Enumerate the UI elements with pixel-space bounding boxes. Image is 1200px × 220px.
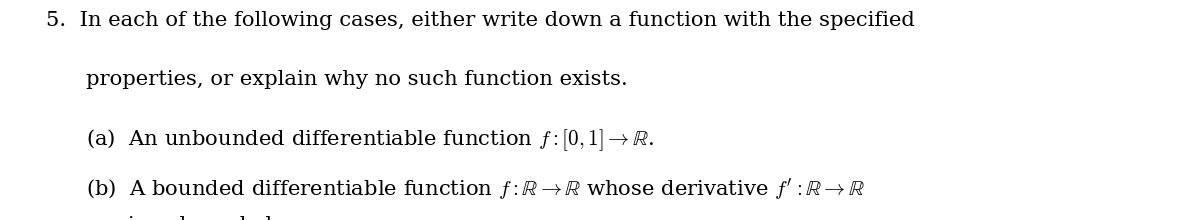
Text: (b)  A bounded differentiable function $f:\mathbb{R}\rightarrow\mathbb{R}$ whose: (b) A bounded differentiable function $f…	[86, 176, 865, 202]
Text: (a)  An unbounded differentiable function $f:[0,1]\rightarrow\mathbb{R}$.: (a) An unbounded differentiable function…	[86, 128, 654, 153]
Text: is unbounded.: is unbounded.	[128, 216, 280, 220]
Text: properties, or explain why no such function exists.: properties, or explain why no such funct…	[86, 70, 628, 89]
Text: 5.  In each of the following cases, either write down a function with the specif: 5. In each of the following cases, eithe…	[46, 11, 914, 30]
